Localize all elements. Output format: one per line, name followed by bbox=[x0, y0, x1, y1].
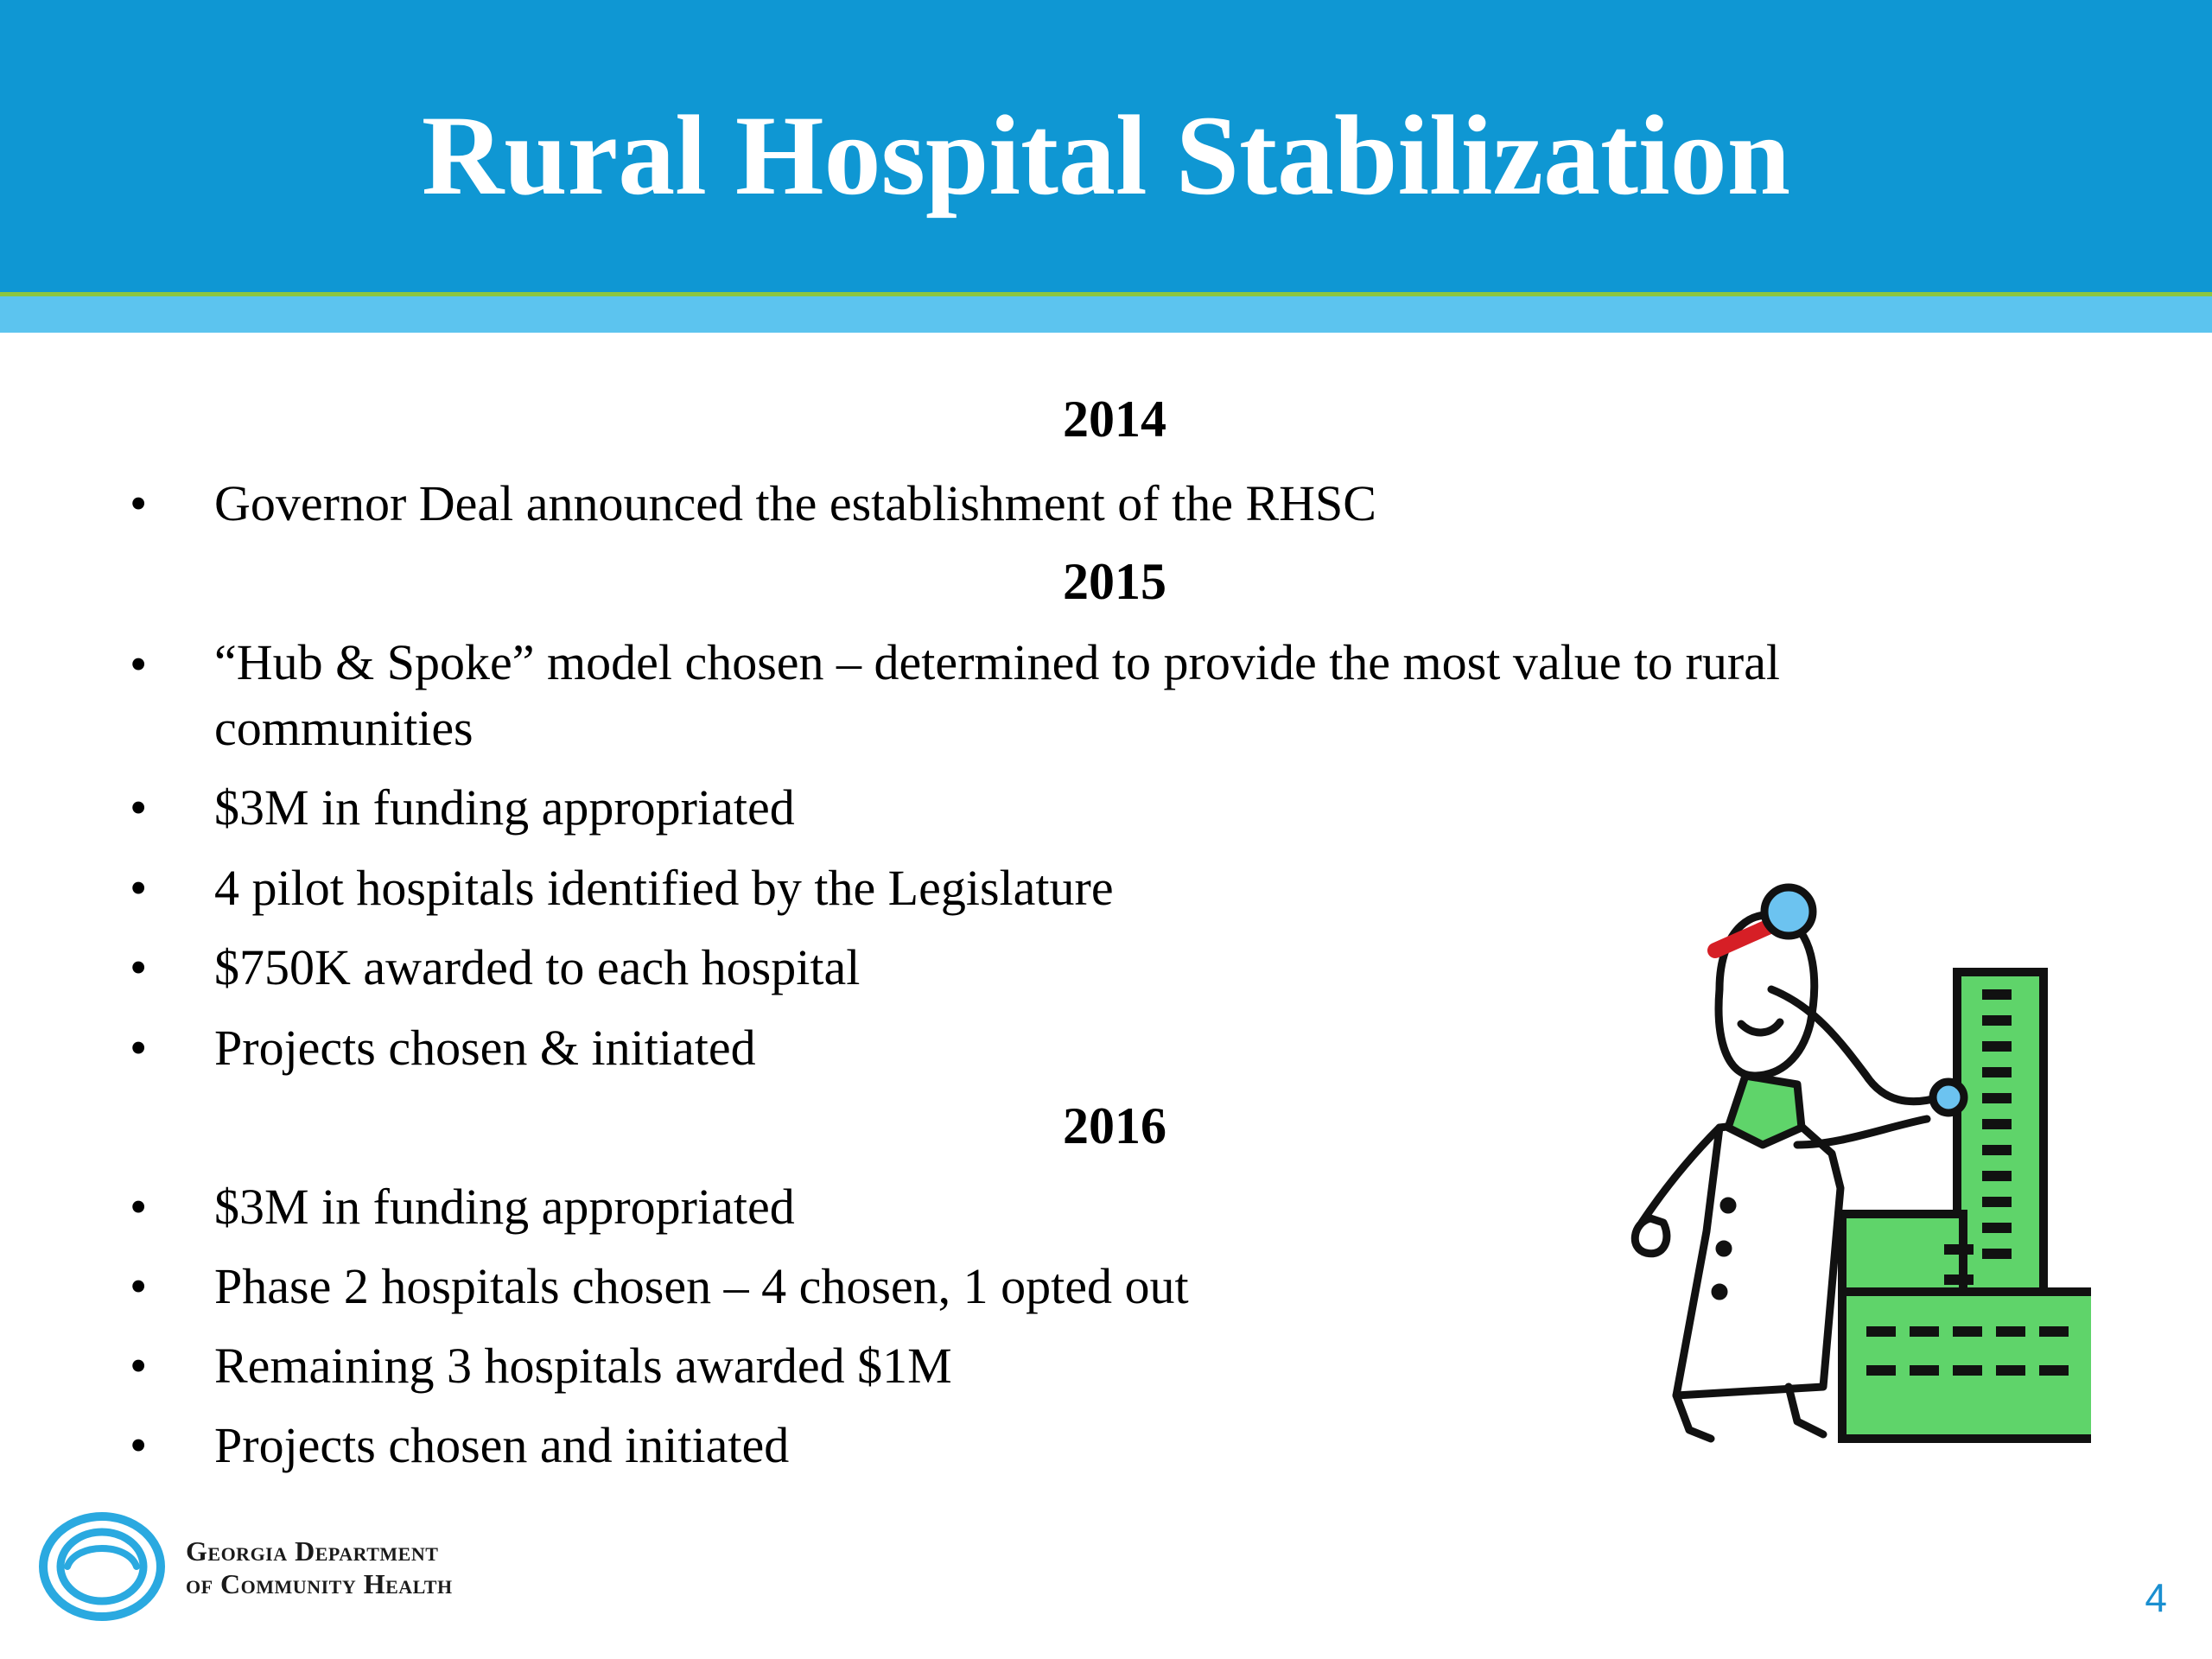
bullet-marker: • bbox=[130, 860, 148, 916]
hospital-building-icon bbox=[1838, 968, 2091, 1443]
bullet-marker: • bbox=[130, 1258, 148, 1314]
banner-green-rule bbox=[0, 292, 2212, 296]
bullet-item: $3M in funding appropriated bbox=[214, 1179, 795, 1235]
bullet-marker: • bbox=[130, 779, 148, 836]
bullet-item: Remaining 3 hospitals awarded $1M bbox=[214, 1338, 952, 1394]
page-number: 4 bbox=[2145, 1575, 2167, 1620]
bullet-item: Projects chosen & initiated bbox=[214, 1020, 756, 1076]
year-heading-2015: 2015 bbox=[1063, 553, 1166, 610]
bullet-item: Governor Deal announced the establishmen… bbox=[214, 475, 1376, 531]
year-heading-2014: 2014 bbox=[1063, 391, 1166, 448]
org-name: Georgia Department of Community Health bbox=[186, 1535, 453, 1600]
org-name-line-1: Georgia Department bbox=[186, 1535, 439, 1567]
bullet-item: 4 pilot hospitals identified by the Legi… bbox=[214, 860, 1114, 916]
bullet-marker: • bbox=[130, 1020, 148, 1076]
org-name-line-2: of Community Health bbox=[186, 1568, 453, 1599]
doctor-hospital-illustration bbox=[1630, 883, 2091, 1443]
bullet-marker: • bbox=[130, 1179, 148, 1235]
bullet-item: $750K awarded to each hospital bbox=[214, 939, 861, 995]
bullet-marker: • bbox=[130, 1338, 148, 1394]
dch-logo-icon bbox=[39, 1512, 165, 1621]
bullet-item: Phase 2 hospitals chosen – 4 chosen, 1 o… bbox=[214, 1258, 1189, 1314]
year-heading-2016: 2016 bbox=[1063, 1097, 1166, 1154]
slide-title: Rural Hospital Stabilization bbox=[421, 92, 1791, 219]
title-banner bbox=[0, 0, 2212, 292]
bullet-marker: • bbox=[130, 1417, 148, 1473]
bullet-marker: • bbox=[130, 939, 148, 995]
bullet-marker: • bbox=[130, 636, 148, 692]
bullet-item: $3M in funding appropriated bbox=[214, 779, 795, 836]
doctor-icon bbox=[1630, 883, 1968, 1443]
bullet-item: “Hub & Spoke” model chosen – determined … bbox=[214, 634, 1781, 756]
banner-blue-band bbox=[0, 296, 2212, 333]
bullet-item: Projects chosen and initiated bbox=[214, 1417, 790, 1473]
bullet-marker: • bbox=[130, 475, 148, 531]
